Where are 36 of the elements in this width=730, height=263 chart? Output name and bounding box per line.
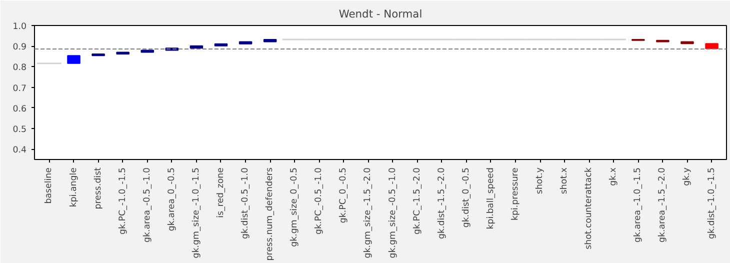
y-tick-label: 0.8 bbox=[12, 63, 27, 74]
x-tick-label: kpi.ball_speed bbox=[486, 167, 496, 230]
x-tick-label: gk.gm_size_-0.5_-1.0 bbox=[388, 168, 398, 258]
x-tick-label: gk.dist_0_-0.5 bbox=[461, 167, 472, 228]
x-tick-label: gk.area_-1.0_-1.5 bbox=[633, 168, 644, 242]
x-tick-label: shot.counterattack bbox=[584, 167, 594, 250]
y-tick-label: 0.5 bbox=[12, 125, 27, 136]
x-tick-label: gk.dist_-1.0_-1.5 bbox=[706, 168, 717, 239]
x-tick-label: press.dist bbox=[93, 166, 104, 210]
x-tick-label: gk.PC_0_-0.5 bbox=[338, 168, 349, 224]
x-tick-label: gk.PC_-0.5_-1.0 bbox=[314, 167, 324, 234]
x-tick-label: gk.gm_size_-1.5_-2.0 bbox=[363, 168, 374, 258]
x-tick-label: gk.area_-0.5_-1.0 bbox=[142, 168, 152, 242]
y-tick-label: 0.7 bbox=[12, 84, 27, 94]
x-tick-label: gk.gm_size_-1.0_-1.5 bbox=[191, 168, 202, 258]
y-tick-label: 1.0 bbox=[12, 22, 27, 32]
x-tick-label: gk.x bbox=[608, 167, 619, 186]
y-tick-label: 0.6 bbox=[12, 104, 27, 114]
x-tick-label: baseline bbox=[44, 167, 54, 204]
x-tick-label: press.num_defenders bbox=[265, 167, 276, 261]
x-tick-label: gk.dist_-1.5_-2.0 bbox=[436, 168, 447, 239]
x-tick-label: is_red_zone bbox=[216, 167, 226, 218]
x-tick-label: shot.x bbox=[560, 168, 570, 194]
x-tick-label: gk.dist_-0.5_-1.0 bbox=[240, 168, 251, 239]
x-tick-label: gk.area_0_-0.5 bbox=[166, 167, 177, 232]
y-tick-label: 0.4 bbox=[12, 146, 27, 156]
x-tick-label: gk.gm_size_0_-0.5 bbox=[290, 167, 300, 247]
x-tick-label: gk.PC_-1.5_-2.0 bbox=[412, 167, 422, 234]
x-tick-label: gk.area_-1.5_-2.0 bbox=[658, 168, 668, 242]
x-tick-label: shot.y bbox=[535, 168, 546, 194]
chart-title: Wendt - Normal bbox=[338, 8, 422, 20]
x-tick-label: gk.y bbox=[682, 167, 692, 186]
x-tick-label: kpi.pressure bbox=[510, 167, 520, 221]
x-tick-label: gk.PC_-1.0_-1.5 bbox=[118, 167, 128, 234]
y-tick-label: 0.9 bbox=[12, 42, 27, 53]
x-tick-label: kpi.angle bbox=[68, 167, 79, 208]
